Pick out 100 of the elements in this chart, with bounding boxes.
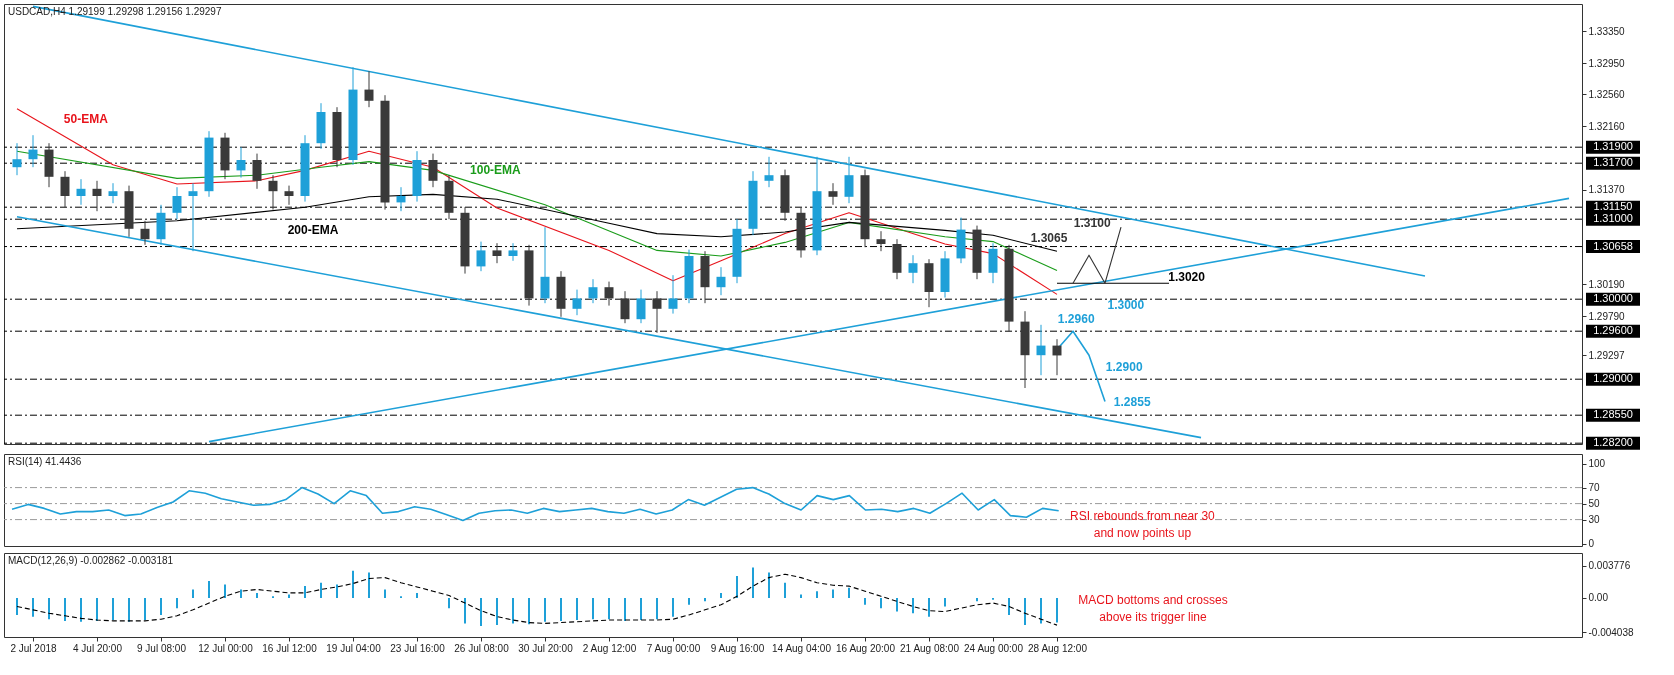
bar [720, 592, 722, 598]
candlestick [620, 290, 630, 324]
annotation: 1.3065 [1030, 230, 1068, 245]
bar [320, 582, 322, 598]
candlestick [108, 182, 118, 204]
x-tick-label: 14 Aug 04:00 [772, 642, 832, 654]
bar [240, 589, 242, 598]
chart-title: MACD(12,26,9) -0.002862 -0.003181 [8, 555, 174, 566]
y-tick-label: 1.32950 [1588, 57, 1626, 69]
bar [96, 597, 98, 621]
bar [416, 592, 418, 598]
bar [816, 591, 818, 598]
bar [144, 597, 146, 621]
bar [560, 597, 562, 621]
bar [896, 597, 898, 612]
bar [304, 586, 306, 598]
bar [592, 597, 594, 620]
bar [688, 597, 690, 605]
chart-title: RSI(14) 41.4436 [8, 456, 82, 467]
ref-line-label: 1.30658 [1593, 239, 1633, 252]
y-tick-label: 30 [1588, 514, 1601, 526]
bar [736, 575, 738, 598]
bar [624, 597, 626, 621]
candlestick [140, 220, 150, 246]
x-tick-label: 9 Aug 16:00 [710, 642, 765, 654]
candlestick [828, 182, 838, 206]
candlestick [908, 254, 918, 284]
candlestick [60, 170, 70, 208]
x-tick-label: 26 Jul 08:00 [454, 642, 510, 654]
candlestick [668, 274, 678, 315]
bar [64, 597, 66, 621]
y-tick-label: -0.004038 [1588, 626, 1634, 638]
bar [192, 589, 194, 598]
bar [1056, 597, 1058, 623]
ref-line-label: 1.31150 [1593, 200, 1633, 213]
bar [1024, 597, 1026, 626]
x-tick-label: 30 Jul 20:00 [518, 642, 574, 654]
bar [768, 572, 770, 598]
annotation: MACD bottoms and crosses above its trigger line [1078, 592, 1228, 624]
y-tick-label: 0.00 [1588, 592, 1609, 604]
x-tick-label: 24 Aug 00:00 [964, 642, 1024, 654]
x-tick-label: 7 Aug 00:00 [646, 642, 701, 654]
y-tick-label: 0.003776 [1588, 560, 1631, 572]
candlestick [252, 153, 262, 190]
y-tick-label: 1.31370 [1588, 184, 1626, 196]
bar [512, 597, 514, 624]
candlestick [604, 281, 614, 307]
bar [832, 589, 834, 598]
bar [352, 570, 354, 598]
bar [160, 597, 162, 615]
candlestick [492, 242, 502, 264]
y-tick-label: 1.29790 [1588, 310, 1626, 322]
chart-title: USDCAD,H4 1.29199 1.29298 1.29156 1.29297 [8, 6, 222, 17]
ref-line-label: 1.29000 [1593, 372, 1633, 385]
candlestick [588, 278, 598, 304]
bar [496, 597, 498, 626]
candlestick [476, 241, 486, 272]
candlestick [876, 230, 886, 252]
candlestick [844, 156, 854, 204]
candlestick [988, 242, 998, 284]
bar [576, 597, 578, 621]
bar [864, 597, 866, 605]
x-tick-label: 23 Jul 16:00 [390, 642, 446, 654]
bar [928, 597, 930, 617]
y-tick-label: 1.33350 [1588, 25, 1626, 37]
bar [176, 597, 178, 609]
candlestick [572, 289, 582, 316]
bar [912, 597, 914, 614]
bar [448, 597, 450, 609]
bar [784, 582, 786, 598]
candlestick [716, 266, 726, 296]
candlestick [764, 156, 774, 188]
annotation: 1.2960 [1057, 312, 1095, 327]
bar [384, 589, 386, 598]
candlestick [28, 134, 38, 168]
bar [480, 597, 482, 626]
bar [544, 597, 546, 622]
bar [368, 572, 370, 598]
x-tick-label: 9 Jul 08:00 [137, 642, 187, 654]
bar [32, 597, 34, 617]
ref-line-label: 1.31000 [1593, 212, 1633, 225]
bar [208, 581, 210, 598]
annotation: 1.3020 [1168, 269, 1206, 284]
bar [224, 584, 226, 598]
y-tick-label: 0 [1588, 538, 1595, 550]
annotation: 1.3000 [1107, 297, 1145, 312]
ref-line-label: 1.29600 [1593, 324, 1633, 337]
candlestick [76, 178, 86, 206]
candlestick [1036, 324, 1046, 376]
y-tick-label: 70 [1588, 482, 1601, 494]
candlestick [1052, 338, 1062, 376]
annotation: RSI rebounds from near 30 and now points up [1070, 508, 1216, 540]
y-tick-label: 1.30190 [1588, 278, 1626, 290]
bar [256, 592, 258, 598]
x-tick-label: 2 Jul 2018 [10, 642, 58, 654]
candlestick [508, 242, 518, 262]
candlestick [396, 186, 406, 212]
bar [528, 597, 530, 625]
candlestick [428, 153, 438, 188]
x-tick-label: 12 Jul 00:00 [198, 642, 254, 654]
